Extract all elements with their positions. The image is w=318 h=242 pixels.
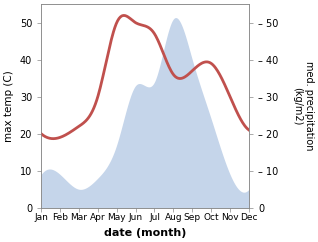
Y-axis label: max temp (C): max temp (C)	[4, 70, 14, 142]
Y-axis label: med. precipitation
(kg/m2): med. precipitation (kg/m2)	[292, 61, 314, 151]
X-axis label: date (month): date (month)	[104, 228, 186, 238]
